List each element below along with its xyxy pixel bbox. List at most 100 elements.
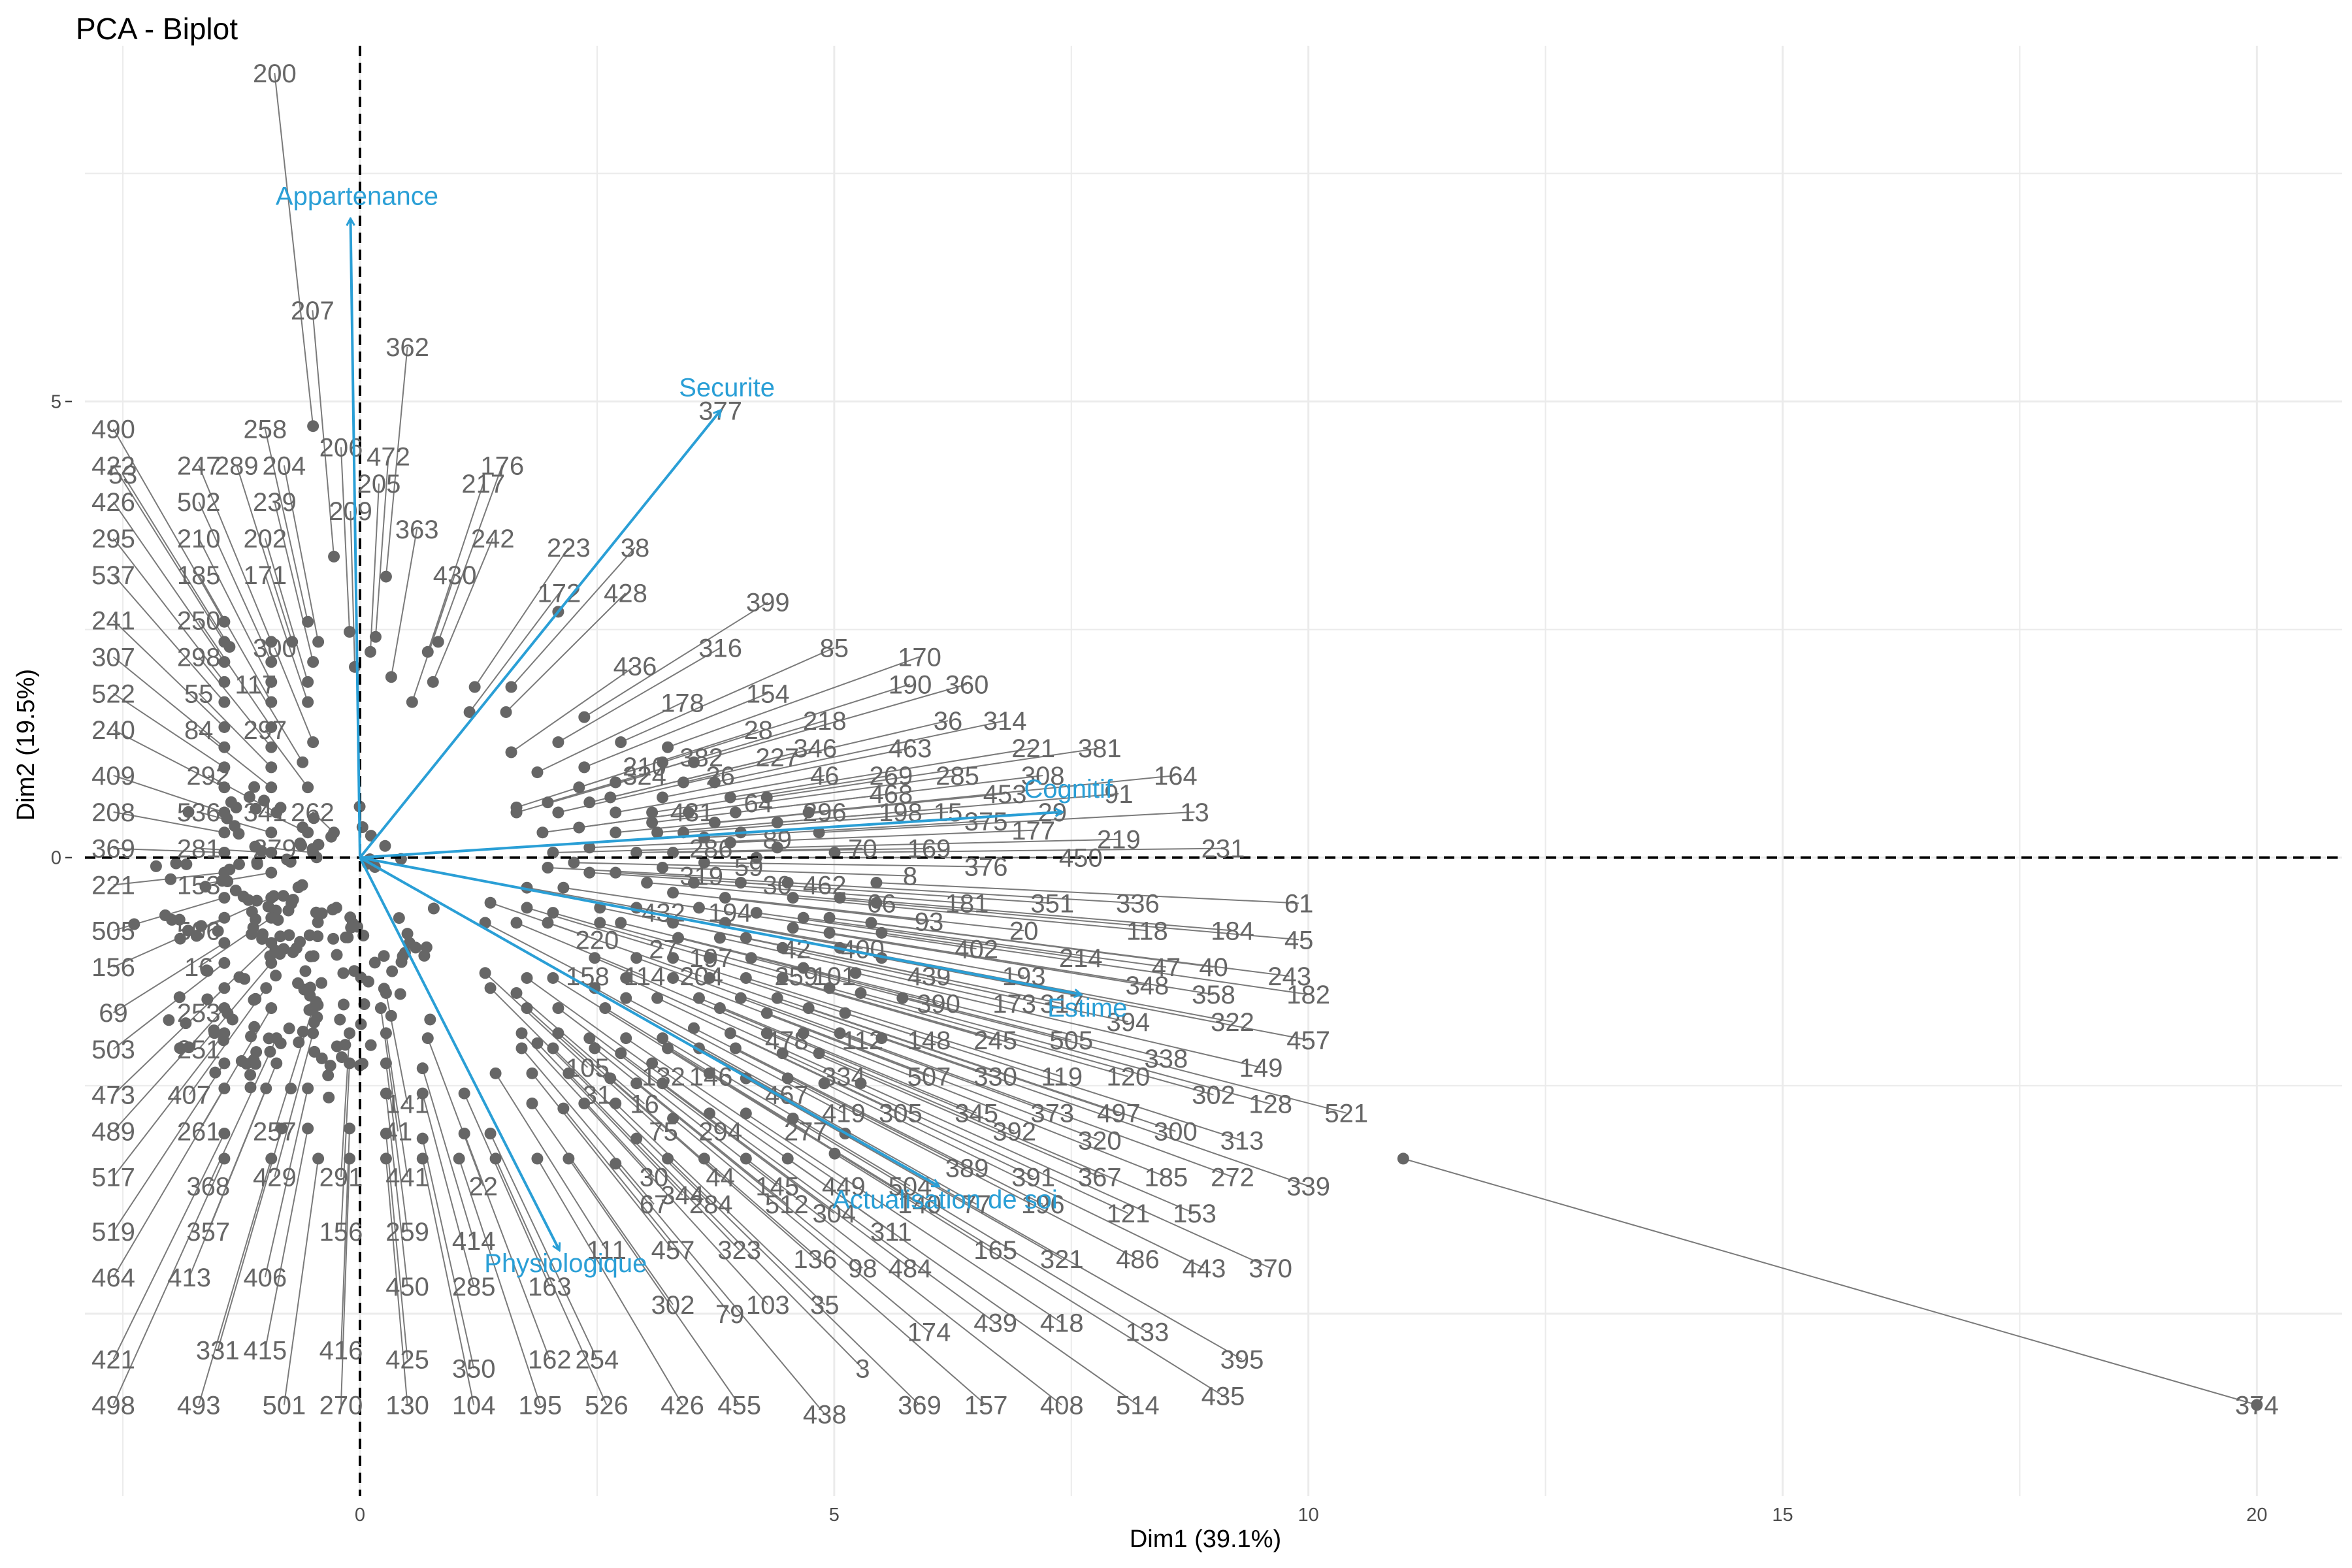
leader-line: [615, 1103, 826, 1305]
observation-label: 408: [1040, 1391, 1084, 1420]
observation-point: [542, 917, 554, 929]
observation-point: [542, 862, 554, 874]
observation-label: 336: [1116, 889, 1160, 918]
leader-line: [636, 957, 863, 1041]
observation-label: 200: [253, 59, 297, 88]
observation-label: 304: [812, 1200, 856, 1228]
leader-line: [112, 428, 225, 623]
leader-line: [600, 922, 797, 977]
x-tick-label: 10: [1298, 1505, 1319, 1526]
leader-line: [516, 775, 645, 813]
leader-line: [340, 1063, 351, 1232]
observation-label: 324: [623, 762, 666, 791]
observation-point: [265, 1002, 278, 1015]
observation-label: 205: [357, 470, 401, 498]
observation-point: [218, 846, 231, 858]
observation-label: 311: [870, 1218, 912, 1247]
leader-line: [198, 501, 272, 662]
observation-label: 217: [461, 470, 505, 498]
variable-label: Cognitif: [1024, 775, 1113, 804]
observation-point: [270, 806, 283, 819]
variable-arrow: [359, 410, 721, 858]
leader-line: [871, 922, 1290, 977]
observation-label: 164: [1154, 762, 1198, 791]
cluster-point: [150, 860, 162, 872]
observation-label: 507: [907, 1063, 951, 1092]
leader-line: [740, 882, 1053, 904]
observation-label: 157: [964, 1391, 1008, 1420]
leader-line: [672, 1118, 930, 1333]
observation-label: 521: [1324, 1100, 1368, 1128]
observation-label: 79: [715, 1300, 745, 1329]
observation-point: [2251, 1399, 2263, 1411]
observation-point: [787, 1112, 799, 1124]
leader-line: [112, 656, 225, 748]
observation-label: 319: [679, 862, 723, 891]
observation-label: 30: [640, 1163, 669, 1192]
observation-label: 468: [870, 780, 913, 809]
observation-point: [687, 1022, 700, 1034]
cluster-point: [365, 1039, 377, 1051]
observation-label: 202: [243, 525, 287, 553]
leader-line: [881, 1037, 1309, 1187]
observation-point: [531, 766, 544, 779]
observation-label: 194: [708, 898, 752, 927]
observation-point: [776, 1047, 789, 1060]
observation-point: [218, 636, 231, 648]
cluster-point: [424, 1013, 436, 1026]
leader-line: [274, 847, 314, 853]
leader-line: [583, 601, 768, 718]
observation-label: 153: [1173, 1200, 1217, 1228]
observation-label: 111: [587, 1236, 627, 1265]
observation-point: [218, 721, 231, 733]
observation-point: [678, 776, 690, 789]
observation-label: 16: [630, 1090, 659, 1119]
leader-line: [881, 957, 1309, 1041]
observation-point: [734, 992, 747, 1004]
cluster-point: [243, 791, 255, 803]
observation-label: 204: [679, 962, 723, 991]
observation-label: 251: [177, 1036, 221, 1064]
observation-point: [682, 806, 694, 819]
observation-point: [797, 1027, 809, 1039]
observation-label: 70: [848, 835, 877, 864]
observation-label: 430: [433, 561, 477, 590]
observation-point: [641, 877, 653, 889]
observation-point: [364, 645, 376, 658]
observation-points: [128, 420, 2263, 1411]
observation-label: 498: [91, 1391, 135, 1420]
observation-point: [662, 741, 674, 753]
leader-line: [615, 774, 825, 813]
observation-label: 181: [945, 889, 989, 918]
observation-label: 457: [1286, 1026, 1330, 1055]
observation-label: 348: [1126, 972, 1169, 1000]
leader-line: [568, 1158, 740, 1405]
observation-label: 261: [177, 1118, 221, 1147]
observation-label: 413: [167, 1264, 211, 1292]
cluster-point: [337, 998, 350, 1011]
observation-point: [380, 987, 392, 999]
leader-line: [876, 882, 1299, 904]
cluster-point: [337, 967, 350, 979]
observation-point: [740, 932, 752, 944]
chart-title: PCA - Biplot: [76, 12, 238, 46]
observation-point: [218, 615, 231, 628]
observation-point: [724, 836, 736, 849]
observation-label: 284: [689, 1190, 733, 1219]
observation-label: 190: [889, 670, 932, 699]
observation-point: [615, 917, 627, 929]
leader-line: [709, 957, 996, 1041]
observation-label: 140: [898, 1190, 941, 1219]
leader-line: [782, 1053, 1129, 1215]
observation-point: [823, 911, 836, 924]
observation-point: [406, 696, 418, 708]
observation-point: [265, 892, 278, 904]
observation-label: 457: [651, 1236, 695, 1265]
observation-point: [760, 1007, 773, 1019]
observation-label: 394: [1106, 1008, 1150, 1037]
observation-point: [855, 1077, 867, 1090]
observation-point: [552, 806, 564, 819]
leader-line: [421, 1093, 475, 1287]
observation-point: [787, 892, 799, 904]
cluster-point: [334, 1013, 346, 1026]
